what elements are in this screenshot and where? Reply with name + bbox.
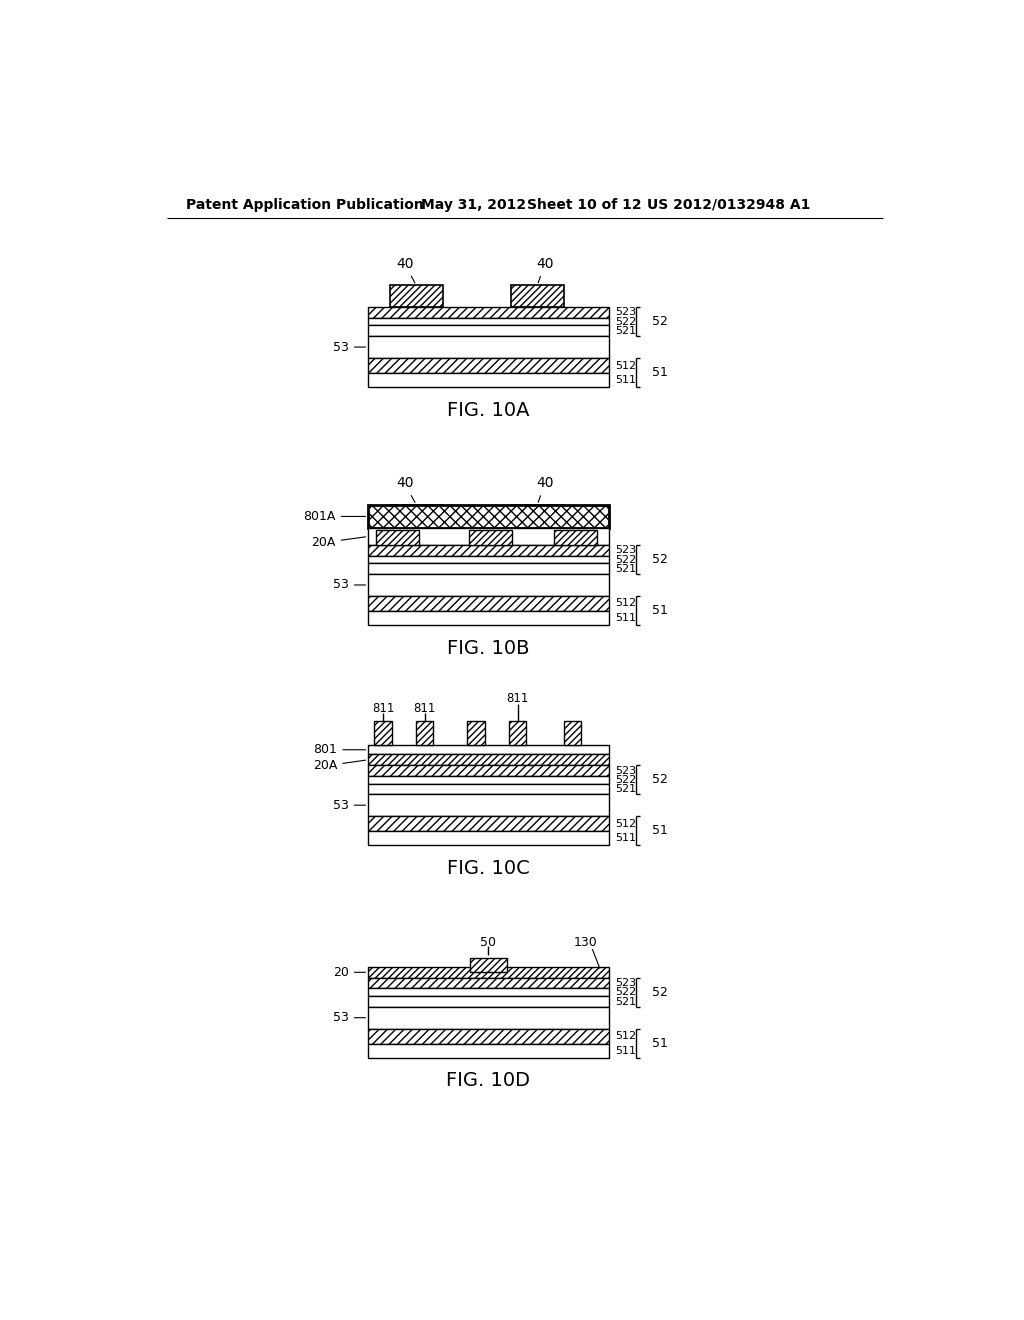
Bar	[554, 529, 597, 545]
Text: 52: 52	[652, 774, 668, 787]
Text: 512: 512	[614, 818, 636, 829]
Bar	[369, 1028, 608, 1044]
Bar	[369, 574, 608, 595]
Text: 811: 811	[414, 702, 436, 715]
Bar	[467, 721, 484, 744]
Bar	[369, 337, 608, 358]
Text: 521: 521	[614, 326, 636, 335]
Bar	[369, 776, 608, 784]
Text: Sheet 10 of 12: Sheet 10 of 12	[527, 198, 642, 211]
Bar	[369, 318, 608, 326]
Bar	[417, 721, 433, 744]
Bar	[369, 968, 608, 978]
Text: 522: 522	[614, 317, 636, 326]
Bar	[369, 374, 608, 387]
Text: 53: 53	[333, 578, 366, 591]
Bar	[369, 766, 608, 776]
Bar	[369, 816, 608, 832]
Text: 51: 51	[652, 1036, 668, 1049]
Text: 130: 130	[573, 936, 597, 949]
Bar	[369, 326, 608, 337]
Text: 523: 523	[614, 766, 636, 776]
Text: 40: 40	[396, 477, 415, 503]
Bar	[469, 529, 512, 545]
Text: 511: 511	[614, 375, 636, 385]
Text: 40: 40	[537, 257, 554, 282]
Text: 511: 511	[614, 612, 636, 623]
Text: 811: 811	[507, 693, 529, 705]
Text: 511: 511	[614, 833, 636, 843]
Text: 522: 522	[614, 987, 636, 998]
Bar	[470, 958, 507, 972]
Text: May 31, 2012: May 31, 2012	[421, 198, 526, 211]
Bar	[511, 506, 563, 527]
Text: 522: 522	[614, 554, 636, 565]
Bar	[369, 528, 608, 545]
Bar	[369, 784, 608, 795]
Text: 20: 20	[333, 966, 366, 979]
Text: 52: 52	[652, 553, 668, 566]
Text: 811: 811	[372, 702, 394, 715]
Text: Patent Application Publication: Patent Application Publication	[186, 198, 424, 211]
Bar	[369, 997, 608, 1007]
Bar	[390, 285, 442, 308]
Text: 51: 51	[652, 824, 668, 837]
Bar	[369, 755, 608, 766]
Bar	[563, 721, 581, 744]
Text: FIG. 10A: FIG. 10A	[447, 401, 529, 420]
Bar	[369, 358, 608, 374]
Text: 20A: 20A	[311, 536, 366, 549]
Bar	[369, 308, 608, 318]
Bar	[369, 795, 608, 816]
Text: 523: 523	[614, 978, 636, 989]
Text: 801: 801	[313, 743, 366, 756]
Bar	[369, 545, 608, 556]
Bar	[369, 744, 608, 755]
Text: 801A: 801A	[303, 510, 366, 523]
Text: 52: 52	[652, 315, 668, 329]
Text: 523: 523	[614, 545, 636, 556]
Bar	[369, 1044, 608, 1057]
Text: 522: 522	[614, 775, 636, 785]
Text: FIG. 10C: FIG. 10C	[447, 859, 529, 878]
Text: 50: 50	[480, 936, 497, 949]
Text: 512: 512	[614, 360, 636, 371]
Bar	[369, 1007, 608, 1028]
Bar	[369, 504, 608, 528]
Text: 51: 51	[652, 603, 668, 616]
Bar	[369, 595, 608, 611]
Text: 512: 512	[614, 1031, 636, 1041]
Text: 40: 40	[537, 477, 554, 503]
Text: FIG. 10B: FIG. 10B	[447, 639, 529, 657]
Text: FIG. 10D: FIG. 10D	[446, 1072, 530, 1090]
Bar	[390, 506, 442, 527]
Text: 51: 51	[652, 366, 668, 379]
Text: 512: 512	[614, 598, 636, 609]
Bar	[376, 529, 419, 545]
Text: 53: 53	[333, 799, 366, 812]
Text: 523: 523	[614, 308, 636, 317]
Bar	[369, 556, 608, 564]
Bar	[509, 721, 526, 744]
Text: 20A: 20A	[313, 759, 366, 772]
Bar	[369, 611, 608, 626]
Text: 521: 521	[614, 997, 636, 1007]
Text: 53: 53	[333, 341, 366, 354]
Text: 521: 521	[614, 784, 636, 795]
Bar	[369, 832, 608, 845]
Text: US 2012/0132948 A1: US 2012/0132948 A1	[647, 198, 811, 211]
Bar	[369, 989, 608, 997]
Text: 53: 53	[333, 1011, 366, 1024]
Text: 52: 52	[652, 986, 668, 999]
Text: 521: 521	[614, 564, 636, 574]
Text: 511: 511	[614, 1045, 636, 1056]
Bar	[511, 285, 563, 308]
Bar	[369, 564, 608, 574]
Bar	[375, 721, 391, 744]
Bar	[369, 978, 608, 989]
Text: 40: 40	[396, 257, 415, 282]
